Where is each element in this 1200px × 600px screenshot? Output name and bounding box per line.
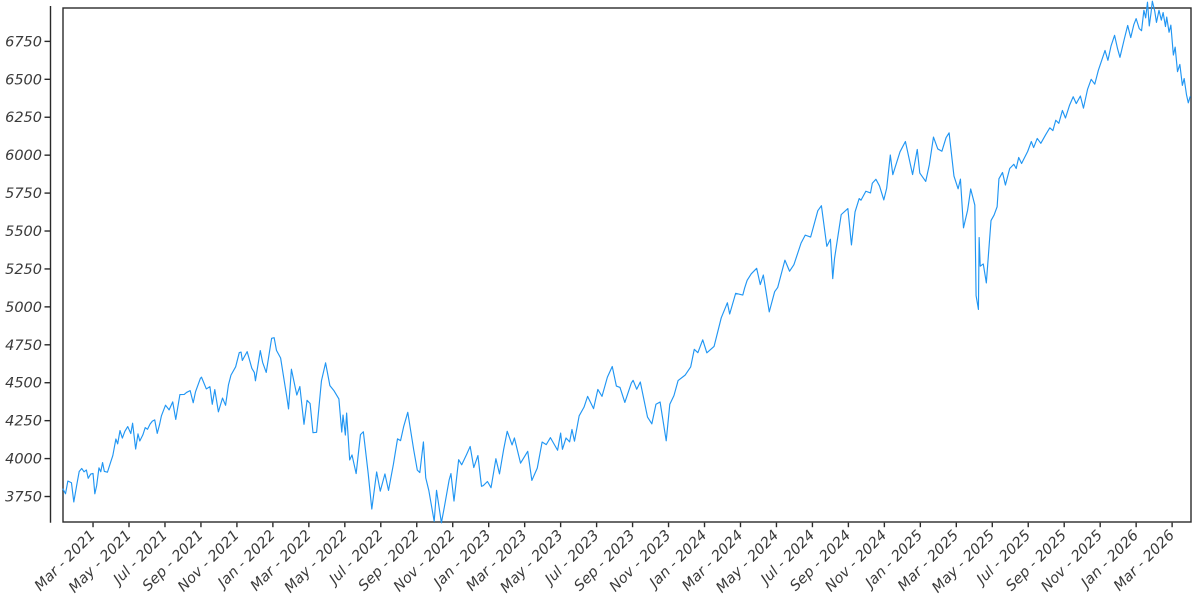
y-tick-label: 4000 bbox=[5, 452, 42, 468]
y-tick-label: 4750 bbox=[5, 338, 42, 354]
y-tick-label: 6000 bbox=[5, 148, 42, 164]
y-tick-label: 3750 bbox=[5, 490, 42, 506]
y-tick-label: 6750 bbox=[5, 34, 42, 50]
y-tick-label: 5750 bbox=[5, 186, 42, 202]
y-tick-label: 5000 bbox=[5, 300, 42, 316]
y-tick-label: 5250 bbox=[5, 262, 42, 278]
plot-area-border bbox=[62, 7, 1192, 523]
price-line-series bbox=[62, 0, 1191, 524]
y-tick-label: 6250 bbox=[5, 110, 42, 126]
y-tick-label: 5500 bbox=[5, 224, 42, 240]
y-tick-label: 4500 bbox=[5, 376, 42, 392]
y-tick-label: 4250 bbox=[5, 414, 42, 430]
y-tick-label: 6500 bbox=[5, 72, 42, 88]
